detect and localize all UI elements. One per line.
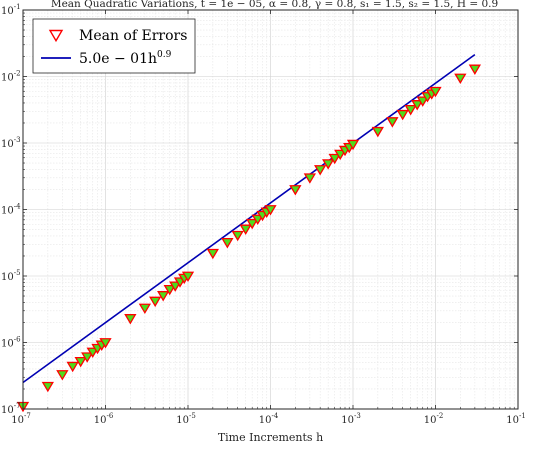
x-tick-label: 10-6 (94, 412, 114, 426)
y-tick-label: 10-7 (1, 402, 21, 416)
data-point-marker (239, 224, 252, 235)
x-tick-label-base: 10 (176, 415, 189, 426)
data-point-marker (303, 173, 316, 184)
x-tick-label: 10-5 (176, 412, 196, 426)
data-point-marker (314, 165, 327, 176)
data-point-marker (231, 230, 244, 242)
y-tick-label: 10-4 (1, 203, 21, 217)
x-tick-label-base: 10 (259, 415, 272, 426)
data-point-marker (386, 117, 399, 128)
x-tick-label-base: 10 (424, 415, 437, 426)
data-point-marker (221, 238, 234, 249)
x-tick-label-base: 10 (94, 415, 107, 426)
data-point-marker (264, 205, 277, 216)
y-tick-label-base: 10 (1, 272, 14, 283)
data-point-marker (138, 303, 151, 315)
y-tick-label-base: 10 (1, 206, 14, 217)
data-point-marker (181, 271, 195, 283)
x-tick-label: 10-4 (259, 412, 279, 426)
data-point-marker (289, 185, 302, 196)
legend-label-superscript: 0.9 (157, 50, 172, 60)
legend-label-base: Mean of Errors (79, 28, 187, 44)
data-point-marker (149, 296, 162, 308)
data-point-marker (56, 370, 69, 381)
x-tick-label-exponent: -5 (189, 412, 196, 420)
grid (23, 10, 518, 409)
x-tick-label: 10-7 (11, 412, 31, 426)
x-tick-label-exponent: -1 (519, 412, 526, 420)
data-point-marker (454, 73, 467, 85)
data-point-marker (163, 284, 176, 296)
data-point-marker (99, 338, 112, 349)
y-tick-label-base: 10 (1, 405, 14, 416)
data-point-marker (74, 356, 87, 368)
data-point-marker (206, 248, 219, 260)
x-tick-label-base: 10 (506, 415, 519, 426)
y-tick-label-exponent: -3 (14, 136, 21, 144)
data-point-marker (334, 149, 347, 161)
y-tick-label-base: 10 (1, 339, 14, 350)
x-tick-label-base: 10 (341, 415, 354, 426)
x-tick-label-exponent: -3 (354, 412, 361, 420)
y-tick-label-base: 10 (1, 139, 14, 150)
chart-title: Mean Quadratic Variations, t = 1e − 05, … (51, 0, 498, 10)
x-tick-label: 10-2 (424, 412, 444, 426)
legend-label: 5.0e − 01h0.9 (79, 50, 172, 67)
data-point-marker (346, 139, 360, 151)
fit-line (22, 54, 476, 384)
y-tick-label: 10-2 (1, 70, 21, 84)
x-tick-label: 10-1 (506, 412, 526, 426)
data-point-marker (396, 109, 409, 121)
x-tick-label-exponent: -6 (106, 412, 113, 420)
data-point-marker (169, 281, 182, 292)
data-point-marker (124, 314, 137, 325)
data-point-marker (371, 126, 384, 138)
y-tick-label-exponent: -6 (14, 336, 21, 344)
data-point-marker (81, 352, 94, 363)
legend-label: Mean of Errors (79, 28, 187, 44)
x-tick-label-exponent: -7 (24, 412, 31, 420)
data-point-marker (322, 159, 335, 170)
data-point-marker (429, 86, 442, 98)
x-tick-label: 10-3 (341, 412, 361, 426)
y-tick-label-exponent: -4 (14, 203, 21, 211)
legend: Mean of Errors 5.0e − 01h0.9 (32, 18, 196, 74)
data-point-marker (416, 96, 429, 107)
data-point-marker (328, 153, 341, 165)
legend-box (32, 18, 196, 74)
data-point-marker (468, 64, 481, 75)
data-point-marker (411, 100, 424, 111)
legend-marker-icon (48, 29, 64, 43)
y-tick-label: 10-5 (1, 269, 21, 283)
y-tick-label-base: 10 (1, 6, 14, 17)
data-point-marker (41, 381, 54, 393)
marker-layer (16, 64, 481, 413)
y-tick-label-exponent: -1 (14, 3, 21, 11)
x-tick-label-exponent: -2 (436, 412, 443, 420)
data-point-marker (246, 218, 259, 230)
legend-label-base: 5.0e − 01h (79, 51, 157, 67)
data-point-marker (404, 105, 417, 116)
y-tick-label: 10-6 (1, 336, 21, 350)
y-tick-label-exponent: -5 (14, 269, 21, 277)
tick-layer: 10-7 10-6 10-5 10-4 10-3 10-2 10-110-710-610-5… (1, 3, 526, 426)
data-point-marker (157, 291, 170, 302)
y-tick-label: 10-1 (1, 3, 21, 17)
x-axis-label: Time Increments h (218, 431, 323, 444)
fit-line-layer (22, 54, 476, 384)
y-tick-label-exponent: -2 (14, 70, 21, 78)
y-tick-label-base: 10 (1, 73, 14, 84)
x-tick-label-exponent: -4 (271, 412, 278, 420)
data-point-marker (66, 361, 79, 373)
y-tick-label: 10-3 (1, 136, 21, 150)
x-tick-label-base: 10 (11, 415, 24, 426)
y-tick-label-exponent: -7 (14, 402, 21, 410)
